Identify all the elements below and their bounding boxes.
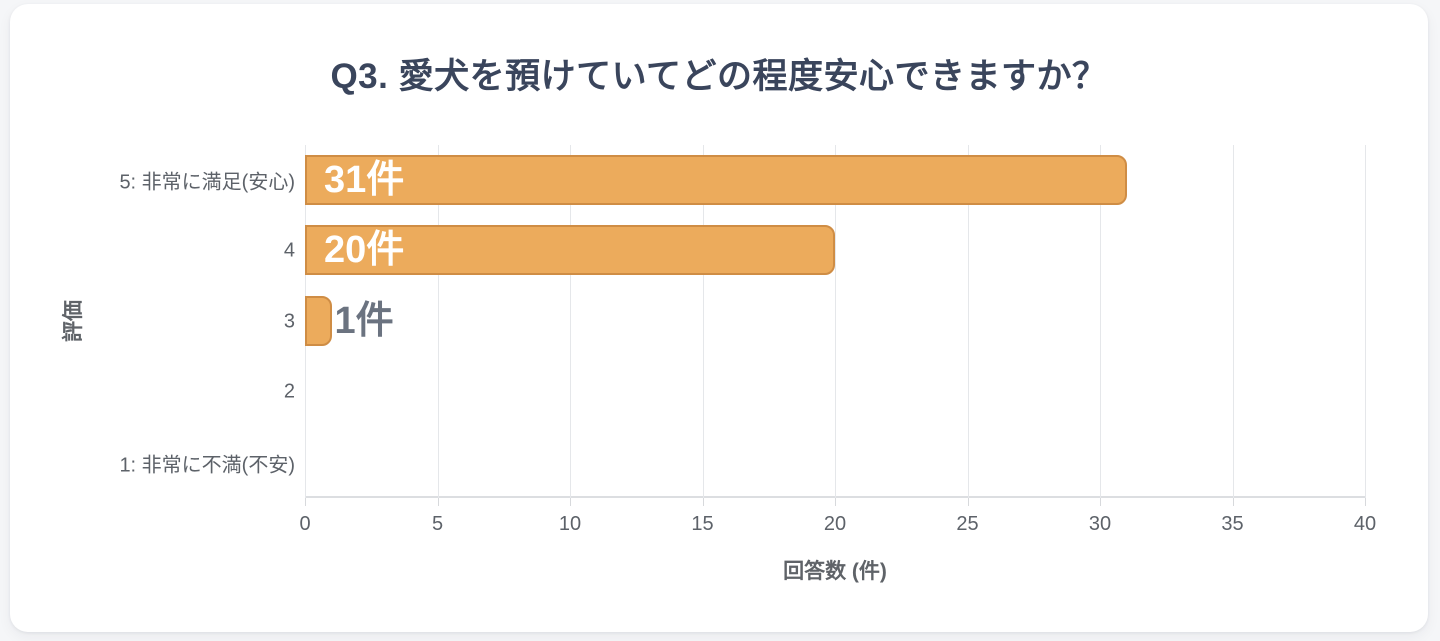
gridline [1232,145,1234,498]
x-tick-label: 25 [956,513,979,535]
x-tick-label: 40 [1353,513,1377,535]
bar [305,225,835,276]
chart-card: Q3. 愛犬を預けていてどの程度安心できますか？ 評価 5: 非常に満足(安心)… [10,4,1428,632]
y-category-label: 5: 非常に満足(安心) [119,171,295,194]
x-axis-tick [437,498,439,506]
x-axis-tick [1232,498,1234,506]
bar-value-label: 1件 [334,299,394,342]
gridline [437,145,439,498]
x-axis-tick [967,498,969,506]
gridline [1365,145,1366,498]
y-category-label: 1: 非常に不満(不安) [119,454,295,477]
x-axis-tick [702,498,704,506]
x-axis-tick [1365,498,1366,506]
y-category-label: 4 [283,239,295,262]
gridline [1100,145,1101,498]
gridline [835,145,836,498]
gridline [702,145,704,498]
gridline [967,145,969,498]
x-axis-title: 回答数 (件) [783,560,887,583]
x-tick-label: 10 [558,513,582,535]
y-category-label: 3 [283,310,295,332]
x-tick-label: 35 [1221,513,1244,535]
x-tick-label: 15 [691,513,714,535]
x-tick-label: 20 [823,513,847,535]
x-tick-label: 30 [1088,513,1112,535]
y-category-labels: 5: 非常に満足(安心) 4 3 2 1: 非常に不満(不安) [50,145,295,498]
bar-value-label: 31件 [324,159,405,202]
x-axis-tick [305,498,306,506]
x-axis-tick [570,498,571,506]
gridline [570,145,571,498]
bar [305,155,1127,206]
x-axis-tick [835,498,836,506]
bar [305,295,332,346]
x-axis-tick [1100,498,1101,506]
plot-area: 31件 20件 1件 [305,145,1366,506]
bar-value-label: 20件 [324,229,405,272]
chart-title: Q3. 愛犬を預けていてどの程度安心できますか？ [330,57,1108,96]
x-tick-label: 0 [299,513,311,535]
x-tick-label: 5 [431,513,444,535]
y-category-label: 2 [283,380,295,403]
x-tick-labels: 0 5 10 15 20 25 30 35 40 [299,513,1376,539]
